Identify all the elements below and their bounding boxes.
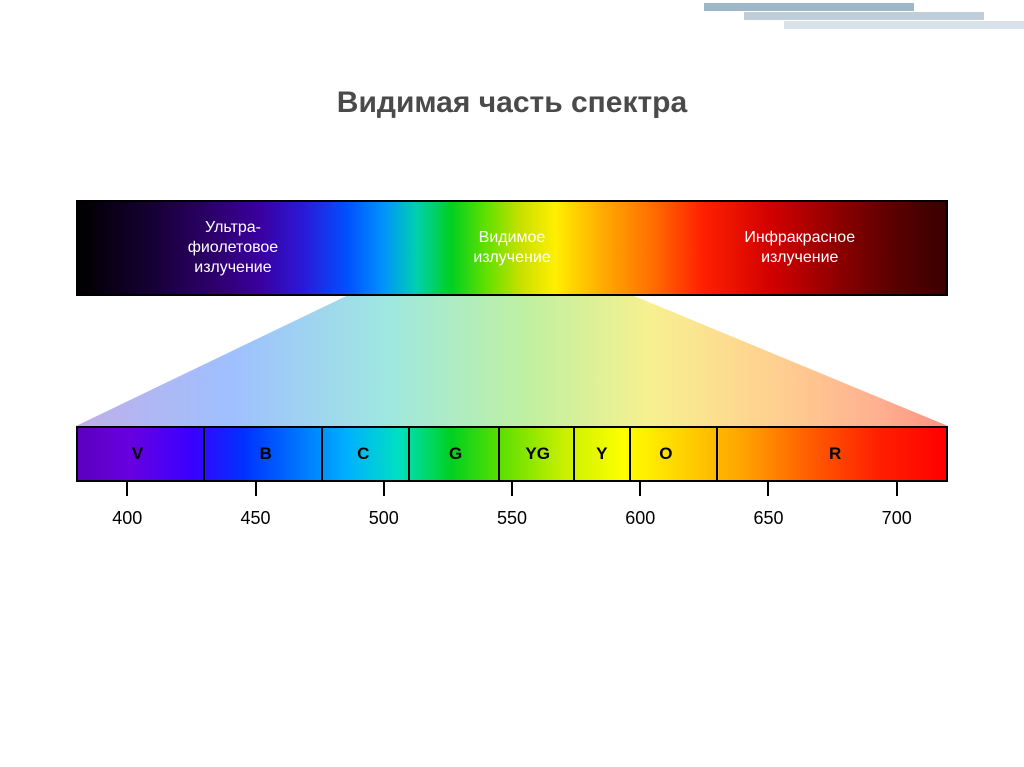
band-separator [716,426,718,482]
axis-tick [255,482,257,496]
spectrum-region-label-ir: Инфракрасноеизлучение [669,228,931,268]
axis-tick [383,482,385,496]
band-letter-v: V [132,444,143,464]
axis-ticks [76,482,948,496]
band-separator [629,426,631,482]
band-letter-r: R [829,444,841,464]
visible-spectrum-gradient: V B C G YG Y O R [76,426,948,482]
projection-wedge [76,296,948,426]
band-separator [203,426,205,482]
axis-label: 700 [882,508,912,529]
decorative-stripes [704,0,1024,26]
band-letter-b: B [260,444,272,464]
axis-label: 450 [240,508,270,529]
stripe [784,21,1024,29]
stripe [704,3,914,11]
band-letter-g: G [449,444,462,464]
axis-tick [896,482,898,496]
full-spectrum-bar: Ультра-фиолетовоеизлучение Видимоеизлучен… [76,200,948,296]
visible-spectrum-bar: V B C G YG Y O R [76,426,948,482]
band-separator [408,426,410,482]
axis-tick [639,482,641,496]
axis-label: 550 [497,508,527,529]
axis-label: 650 [753,508,783,529]
band-letter-c: C [357,444,369,464]
band-letter-y: Y [596,444,607,464]
stripe [744,12,984,20]
spectrum-region-label-uv: Ультра-фиолетовоеизлучение [120,218,347,278]
band-separator [321,426,323,482]
page-title: Видимая часть спектра [0,86,1024,120]
band-letter-o: O [659,444,672,464]
axis-label: 400 [112,508,142,529]
band-separator [498,426,500,482]
axis-tick [126,482,128,496]
band-separator [573,426,575,482]
full-spectrum-gradient: Ультра-фиолетовоеизлучение Видимоеизлучен… [76,200,948,296]
axis-label: 600 [625,508,655,529]
spectrum-region-label-visible: Видимоеизлучение [425,228,599,268]
axis-tick [511,482,513,496]
axis-label: 500 [369,508,399,529]
axis-tick [767,482,769,496]
band-letter-yg: YG [525,444,550,464]
slide: Видимая часть спектра Ультра-фиолетовоеи… [0,0,1024,767]
